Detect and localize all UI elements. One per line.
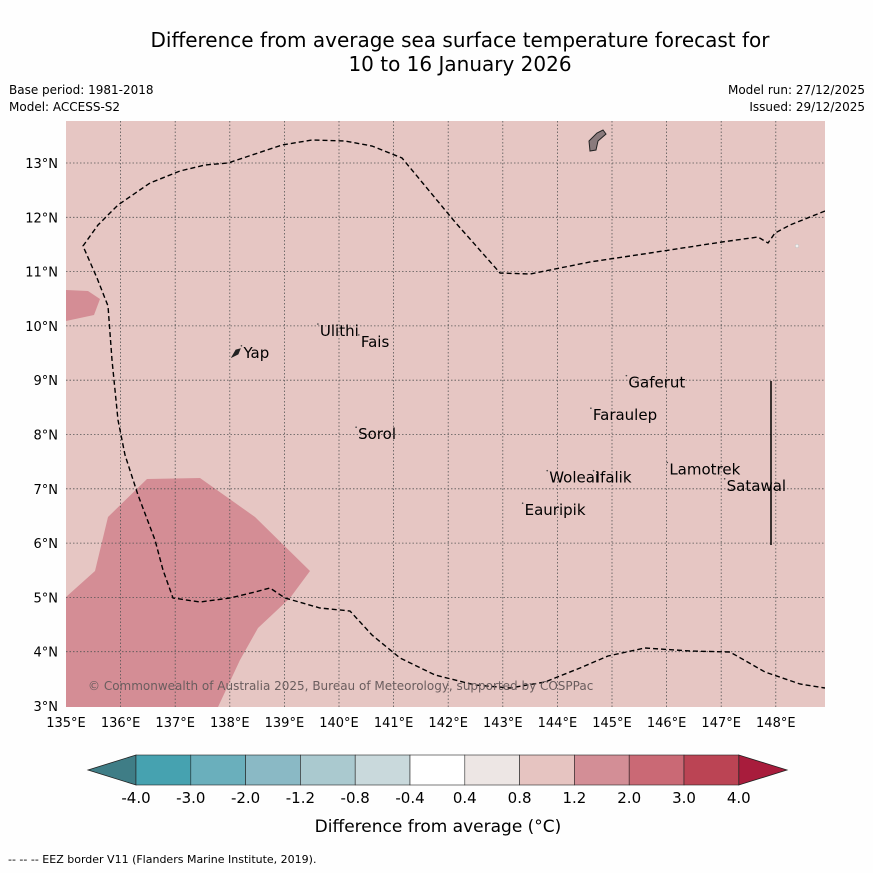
colorbar-tick-label: 0.4: [453, 789, 477, 807]
warm-anomaly-region-west: [66, 290, 100, 321]
place-label: Yap: [242, 344, 269, 362]
island-dot: [625, 374, 628, 377]
place-label: Gaferut: [628, 374, 685, 392]
warm-anomaly-region-southwest: [66, 478, 310, 707]
latitude-tick-label: 12°N: [25, 211, 58, 226]
colorbar-segment: [245, 754, 301, 786]
colorbar-segment: [464, 754, 520, 786]
island-dot: [358, 334, 360, 336]
colorbar-tick-label: 3.0: [672, 789, 696, 807]
colorbar-segment: [683, 754, 740, 786]
latitude-tick-label: 4°N: [34, 646, 59, 661]
colorbar-label: Difference from average (°C): [315, 817, 562, 837]
guam-island: [588, 129, 607, 152]
place-label: Eauripik: [525, 501, 586, 519]
island-dot: [546, 469, 549, 472]
latitude-tick-label: 9°N: [34, 374, 59, 389]
place-label: Fais: [361, 333, 390, 351]
longitude-tick-label: 142°E: [428, 716, 468, 731]
latitude-tick-label: 7°N: [34, 483, 59, 498]
longitude-tick-label: 139°E: [265, 716, 305, 731]
yap-island: [230, 348, 241, 359]
colorbar-tick-label: 1.2: [562, 789, 586, 807]
colorbar-segment: [354, 754, 411, 786]
longitude-tick-label: 144°E: [538, 716, 578, 731]
graticule: [66, 121, 825, 707]
colorbar-extend-low: [86, 754, 137, 786]
colorbar-tick-label: 2.0: [617, 789, 641, 807]
meta-left: Base period: 1981-2018 Model: ACCESS-S2: [9, 82, 154, 116]
colorbar-segment: [190, 754, 246, 786]
colorbar-segment: [409, 754, 466, 786]
longitude-tick-label: 145°E: [592, 716, 632, 731]
latitude-tick-label: 10°N: [25, 320, 58, 335]
title-line-1: Difference from average sea surface temp…: [150, 28, 770, 52]
latitude-tick-label: 8°N: [34, 429, 59, 444]
longitude-tick-label: 136°E: [101, 716, 141, 731]
model-run: Model run: 27/12/2025: [727, 83, 865, 97]
longitude-tick-label: 141°E: [374, 716, 414, 731]
model-name: Model: ACCESS-S2: [9, 100, 121, 114]
latitude-tick-label: 3°N: [34, 700, 59, 715]
chart-title: Difference from average sea surface temp…: [60, 28, 860, 76]
colorbar-tick-label: -0.8: [341, 789, 370, 807]
longitude-tick-label: 143°E: [483, 716, 523, 731]
colorbar-tick-label: 0.8: [508, 789, 532, 807]
place-label: Woleai: [549, 469, 599, 487]
colorbar: -4.0 -3.0 -2.0 -1.2 -0.8 -0.4 0.4 0.8 1.2 2.0 3.0 4…: [86, 754, 789, 807]
latitude-tick-label: 13°N: [25, 157, 58, 172]
island-dot: [240, 344, 243, 347]
island-dot: [521, 502, 524, 505]
colorbar-tick-label: -4.0: [121, 789, 150, 807]
place-label: Ulithi: [320, 322, 359, 340]
longitude-tick-label: 135°E: [46, 716, 86, 731]
island-dot: [666, 461, 669, 464]
colorbar-tick-label: -2.0: [231, 789, 260, 807]
colorbar-segment: [628, 754, 685, 786]
colorbar-tick-label: -0.4: [395, 789, 424, 807]
colorbar-segment: [300, 754, 356, 786]
latitude-tick-label: 11°N: [25, 266, 58, 281]
latitude-tick-label: 6°N: [34, 537, 59, 552]
longitude-labels: 135°E 136°E 137°E 138°E 139°E 140°E 141°E 142°E…: [46, 716, 795, 731]
colorbar-tick-label: -3.0: [176, 789, 205, 807]
footnote: -- -- -- EEZ border V11 (Flanders Marine…: [8, 853, 317, 866]
colorbar-extend-high: [738, 754, 789, 786]
island-dot: [355, 426, 357, 429]
place-label: Faraulep: [593, 406, 657, 424]
copyright-text: © Commonwealth of Australia 2025, Bureau…: [88, 679, 593, 693]
title-line-2: 10 to 16 January 2026: [348, 52, 572, 76]
longitude-tick-label: 137°E: [155, 716, 195, 731]
issued-date: Issued: 29/12/2025: [749, 100, 865, 114]
colorbar-segment: [135, 754, 192, 786]
island-dot: [317, 323, 319, 325]
islet-marker: [794, 243, 800, 249]
place-label: Lamotrek: [669, 461, 740, 479]
colorbar-tick-label: -1.2: [286, 789, 315, 807]
longitude-tick-label: 147°E: [701, 716, 741, 731]
place-label: Ifalik: [596, 469, 632, 487]
longitude-tick-label: 138°E: [210, 716, 250, 731]
latitude-tick-label: 5°N: [34, 591, 59, 606]
longitude-tick-label: 148°E: [756, 716, 796, 731]
longitude-tick-label: 140°E: [319, 716, 359, 731]
colorbar-segment: [519, 754, 575, 786]
island-dot: [592, 469, 595, 472]
colorbar-segment: [574, 754, 630, 786]
island-dot: [590, 407, 592, 410]
place-label: Sorol: [358, 425, 396, 443]
base-period: Base period: 1981-2018: [9, 83, 154, 97]
latitude-labels: 3°N 4°N 5°N 6°N 7°N 8°N 9°N 10°N 11°N 12°N 13°N: [25, 157, 58, 715]
longitude-tick-label: 146°E: [647, 716, 687, 731]
meta-right: Model run: 27/12/2025 Issued: 29/12/2025: [728, 82, 865, 116]
island-dot: [723, 478, 726, 480]
eez-border-outer: [82, 139, 825, 689]
place-label: Satawal: [727, 477, 786, 495]
colorbar-tick-label: 4.0: [727, 789, 751, 807]
